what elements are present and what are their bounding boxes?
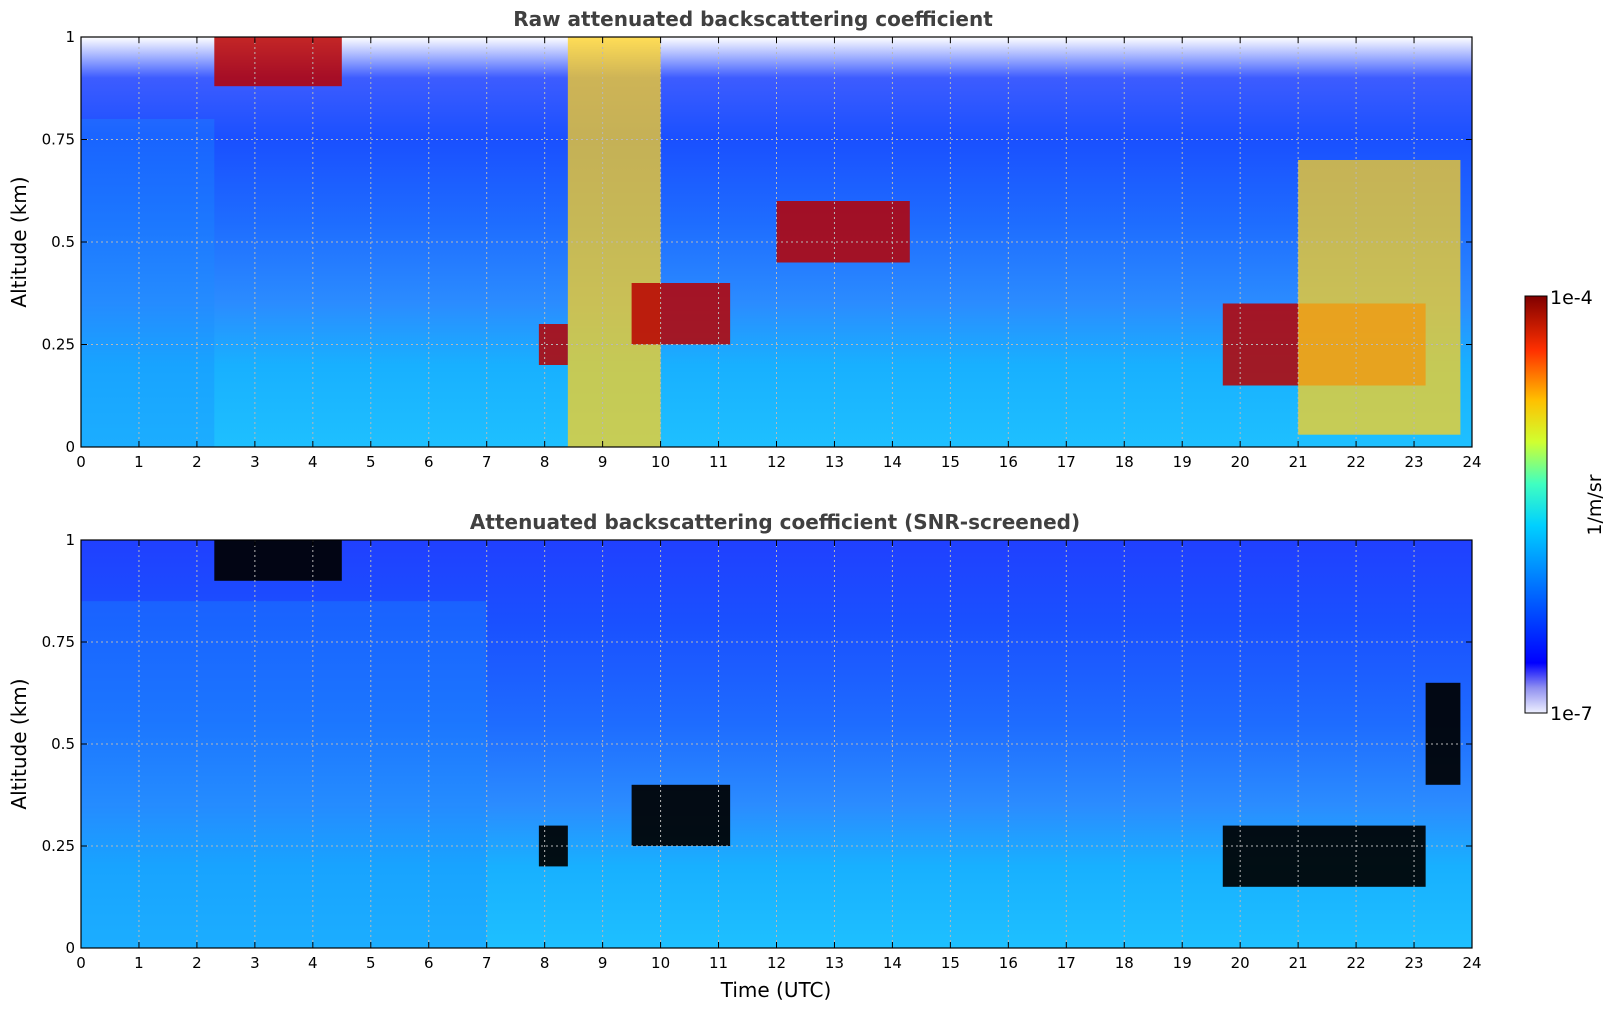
y-tick-label: 0.25 [42, 837, 75, 855]
heatmap-feature [538, 324, 568, 365]
x-axis-label: Time (UTC) [720, 978, 832, 1002]
heatmap-feature [214, 540, 342, 581]
heatmap-feature [1298, 160, 1461, 435]
colorbar-max-label: 1e-4 [1550, 287, 1593, 309]
x-tick-label: 1 [134, 453, 144, 471]
x-tick-label: 20 [1231, 954, 1250, 972]
y-tick-label: 1 [65, 28, 75, 46]
x-tick-label: 24 [1462, 954, 1481, 972]
x-tick-label: 20 [1231, 453, 1250, 471]
y-axis-label: Altitude (km) [7, 176, 31, 307]
x-tick-label: 0 [76, 954, 86, 972]
x-tick-label: 5 [366, 954, 376, 972]
x-tick-label: 18 [1115, 954, 1134, 972]
y-tick-label: 0.5 [51, 735, 75, 753]
axes: 0 1 2 3 4 5 6 7 8 9 10 11 12 13 14 15 16 17 18 19 20 21 22 23 24… [42, 28, 1482, 471]
x-tick-label: 23 [1404, 954, 1423, 972]
colorbar: 1e-4 1e-7 1/m/sr [1524, 287, 1606, 725]
x-tick-label: 15 [941, 453, 960, 471]
heatmap-feature [214, 37, 342, 87]
x-tick-label: 3 [250, 453, 260, 471]
x-tick-label: 13 [825, 453, 844, 471]
x-tick-label: 7 [482, 954, 492, 972]
heatmap-area [81, 37, 1472, 447]
x-tick-label: 22 [1347, 954, 1366, 972]
x-tick-label: 21 [1289, 954, 1308, 972]
x-tick-label: 8 [540, 453, 550, 471]
y-tick-label: 0.25 [42, 336, 75, 354]
x-tick-label: 16 [999, 453, 1018, 471]
x-tick-label: 6 [424, 954, 434, 972]
panel-screened: Attenuated backscattering coefficient (S… [7, 510, 1482, 1002]
y-tick-label: 0.75 [42, 633, 75, 651]
x-tick-label: 5 [366, 453, 376, 471]
heatmap-feature [1425, 682, 1461, 785]
x-tick-label: 3 [250, 954, 260, 972]
x-tick-label: 11 [709, 453, 728, 471]
axes: 0 1 2 3 4 5 6 7 8 9 10 11 12 13 14 15 16 17 18 19 20 21 22 23 24… [42, 531, 1482, 972]
x-tick-label: 9 [598, 453, 608, 471]
x-tick-label: 9 [598, 954, 608, 972]
heatmap-feature [81, 601, 487, 948]
y-axis-label: Altitude (km) [7, 678, 31, 809]
x-tick-label: 4 [308, 453, 318, 471]
x-tick-label: 14 [883, 954, 902, 972]
y-tick-label: 0 [65, 438, 75, 456]
x-tick-label: 17 [1057, 453, 1076, 471]
y-tick-label: 1 [65, 531, 75, 549]
panel-title: Raw attenuated backscattering coefficien… [513, 7, 993, 31]
x-tick-label: 14 [883, 453, 902, 471]
x-tick-label: 24 [1462, 453, 1481, 471]
heatmap-feature [631, 283, 731, 345]
x-tick-label: 2 [192, 954, 202, 972]
x-tick-label: 4 [308, 954, 318, 972]
x-tick-label: 17 [1057, 954, 1076, 972]
x-tick-label: 22 [1347, 453, 1366, 471]
x-tick-label: 16 [999, 954, 1018, 972]
x-tick-label: 21 [1289, 453, 1308, 471]
x-tick-label: 19 [1173, 954, 1192, 972]
x-tick-label: 7 [482, 453, 492, 471]
heatmap-feature [631, 784, 731, 846]
x-tick-label: 0 [76, 453, 86, 471]
x-tick-label: 12 [767, 453, 786, 471]
x-tick-label: 1 [134, 954, 144, 972]
x-tick-label: 19 [1173, 453, 1192, 471]
heatmap-feature [538, 825, 568, 867]
heatmap-feature [776, 201, 910, 263]
x-tick-label: 8 [540, 954, 550, 972]
panel-title: Attenuated backscattering coefficient (S… [470, 510, 1080, 534]
colorbar-gradient [1524, 295, 1548, 714]
x-tick-label: 13 [825, 954, 844, 972]
heatmap-feature [1222, 825, 1426, 887]
heatmap-feature [81, 119, 215, 447]
x-tick-label: 15 [941, 954, 960, 972]
x-tick-label: 18 [1115, 453, 1134, 471]
x-tick-label: 2 [192, 453, 202, 471]
y-tick-label: 0.75 [42, 131, 75, 149]
colorbar-min-label: 1e-7 [1550, 703, 1593, 725]
x-tick-label: 11 [709, 954, 728, 972]
heatmap-feature [567, 37, 661, 447]
x-tick-label: 10 [651, 453, 670, 471]
x-tick-label: 10 [651, 954, 670, 972]
y-tick-label: 0 [65, 939, 75, 957]
colorbar-unit-label: 1/m/sr [1584, 474, 1606, 535]
x-tick-label: 23 [1404, 453, 1423, 471]
heatmap-area [81, 540, 1472, 948]
x-tick-label: 6 [424, 453, 434, 471]
x-tick-label: 12 [767, 954, 786, 972]
panel-raw: Raw attenuated backscattering coefficien… [7, 7, 1482, 471]
y-tick-label: 0.5 [51, 233, 75, 251]
